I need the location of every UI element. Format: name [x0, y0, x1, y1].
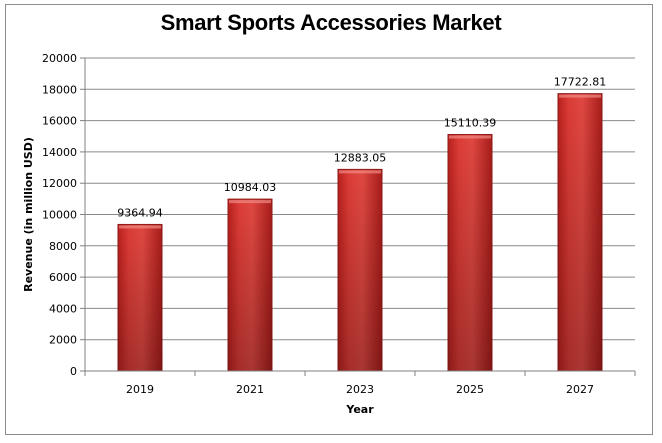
y-tick-label: 0: [70, 365, 77, 378]
y-tick-label: 8000: [49, 240, 77, 253]
y-tick-label: 20000: [42, 52, 77, 65]
y-tick-label: 16000: [42, 115, 77, 128]
y-tick-label: 14000: [42, 146, 77, 159]
bar: [447, 134, 493, 372]
bars: 9364.94 10984.03 12883.05 15110.39 17722.81: [117, 76, 607, 372]
bar-shade: [338, 169, 382, 371]
bar: [117, 223, 163, 372]
y-tick-label: 6000: [49, 271, 77, 284]
y-axis-ticks: 0 2000 4000 6000 8000 10000 12000 14000 16000 180…: [42, 52, 85, 378]
chart-frame: [5, 4, 653, 435]
y-axis-label: Revenue (in million USD): [22, 137, 35, 292]
bar: [557, 93, 603, 372]
chart-title: Smart Sports Accessories Market: [160, 10, 502, 35]
bar-shade: [558, 93, 602, 371]
x-tick-label: 2025: [456, 383, 484, 396]
bar-highlight: [229, 200, 271, 204]
x-axis-label: Year: [345, 403, 374, 416]
bar-shade: [228, 199, 272, 371]
data-label: 12883.05: [334, 151, 387, 164]
bar-highlight: [559, 94, 601, 98]
bar-highlight: [339, 170, 381, 174]
x-tick-label: 2023: [346, 383, 374, 396]
bar-shade: [118, 224, 162, 371]
bar-highlight: [449, 135, 491, 139]
x-tick-label: 2027: [566, 383, 594, 396]
bar: [227, 198, 273, 372]
y-tick-label: 2000: [49, 334, 77, 347]
y-tick-label: 12000: [42, 177, 77, 190]
x-tick-label: 2019: [126, 383, 154, 396]
data-label: 15110.39: [444, 117, 497, 130]
bar-highlight: [119, 225, 161, 229]
x-tick-label: 2021: [236, 383, 264, 396]
bar: [337, 168, 383, 372]
bar-shade: [448, 134, 492, 371]
data-label: 17722.81: [554, 76, 607, 89]
data-label: 10984.03: [224, 181, 277, 194]
y-tick-label: 10000: [42, 209, 77, 222]
y-tick-label: 4000: [49, 302, 77, 315]
x-axis-ticks: 2019 2021 2023 2025 2027: [84, 371, 636, 396]
y-tick-label: 18000: [42, 83, 77, 96]
data-label: 9364.94: [117, 206, 163, 219]
